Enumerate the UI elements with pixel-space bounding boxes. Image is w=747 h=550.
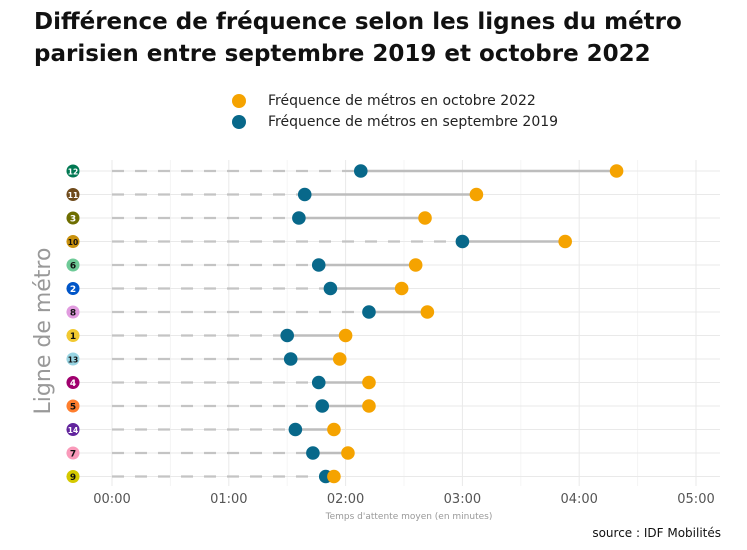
x-axis-title: Temps d'attente moyen (en minutes) (325, 512, 493, 522)
x-tick-label-02:00: 02:00 (327, 492, 364, 507)
metro-badge-label-6: 6 (70, 261, 76, 271)
x-tick-label-03:00: 03:00 (444, 492, 481, 507)
point-oct2022-line-4 (362, 375, 376, 390)
metro-badge-line-13 (66, 352, 80, 366)
x-tick-label-04:00: 04:00 (560, 492, 597, 507)
metro-badge-line-14 (66, 423, 80, 436)
metro-badge-line-11 (66, 188, 80, 201)
metro-badge-line-2 (66, 282, 80, 295)
point-sep2019-line-12 (353, 164, 368, 178)
metro-badge-line-9 (66, 470, 80, 483)
legend-label-october-2022: Fréquence de métros en octobre 2022 (268, 92, 536, 109)
point-sep2019-line-3 (292, 211, 306, 225)
point-oct2022-line-13 (332, 352, 347, 366)
chart-title-line1: Différence de fréquence selon les lignes… (34, 9, 682, 35)
point-oct2022-line-2 (394, 281, 409, 296)
point-sep2019-line-4 (311, 375, 326, 390)
point-sep2019-line-5 (315, 399, 330, 413)
point-sep2019-line-14 (288, 422, 303, 437)
y-axis-title: Ligne de métro (31, 248, 56, 415)
legend-dot-october-2022 (232, 93, 246, 108)
point-oct2022-line-14 (327, 422, 341, 437)
legend-item-september-2019: Fréquence de métros en septembre 2019 (232, 111, 558, 132)
point-sep2019-line-1 (280, 328, 295, 343)
x-tick-label-00:00: 00:00 (93, 492, 130, 507)
metro-badge-label-9: 9 (70, 473, 76, 483)
x-tick-label-01:00: 01:00 (210, 492, 247, 507)
metro-badge-label-2: 2 (70, 285, 76, 295)
metro-badge-label-12: 12 (68, 167, 78, 176)
legend-item-october-2022: Fréquence de métros en octobre 2022 (232, 90, 558, 111)
point-oct2022-line-7 (341, 446, 355, 460)
chart-title: Différence de fréquence selon les lignes… (34, 6, 734, 70)
point-oct2022-line-9 (327, 469, 341, 484)
point-oct2022-line-8 (420, 305, 435, 319)
metro-badge-line-6 (66, 258, 80, 272)
point-oct2022-line-12 (609, 164, 624, 178)
chart-title-line2: parisien entre septembre 2019 et octobre… (34, 41, 651, 67)
metro-badge-label-7: 7 (70, 449, 76, 459)
point-oct2022-line-11 (469, 187, 484, 202)
metro-badge-line-3 (66, 211, 80, 225)
source-note: source : IDF Mobilités (592, 526, 721, 540)
metro-badge-label-14: 14 (68, 426, 78, 435)
point-oct2022-line-1 (338, 328, 353, 343)
metro-badge-label-3: 3 (70, 214, 76, 224)
point-sep2019-line-2 (323, 281, 338, 296)
legend-dot-september-2019 (232, 114, 246, 129)
point-oct2022-line-10 (558, 234, 572, 249)
metro-badge-label-1: 1 (70, 332, 76, 342)
point-sep2019-line-6 (311, 258, 326, 272)
point-oct2022-line-5 (362, 399, 376, 413)
point-sep2019-line-8 (362, 305, 376, 319)
metro-badge-label-13: 13 (68, 355, 78, 364)
metro-badge-label-11: 11 (68, 191, 78, 200)
x-tick-label-05:00: 05:00 (677, 492, 714, 507)
point-oct2022-line-3 (418, 211, 432, 225)
metro-badge-line-12 (66, 164, 80, 178)
metro-badge-line-8 (66, 305, 80, 319)
metro-badge-label-5: 5 (70, 402, 76, 412)
point-oct2022-line-6 (408, 258, 423, 272)
metro-badge-line-4 (66, 376, 80, 389)
metro-badge-line-10 (66, 235, 80, 248)
metro-badge-label-10: 10 (68, 238, 78, 247)
metro-badge-label-8: 8 (70, 308, 76, 318)
legend-label-september-2019: Fréquence de métros en septembre 2019 (268, 113, 559, 130)
point-sep2019-line-11 (297, 187, 312, 202)
point-sep2019-line-7 (306, 446, 320, 460)
legend: Fréquence de métros en octobre 2022 Fréq… (232, 90, 558, 132)
metro-badge-label-4: 4 (70, 379, 76, 389)
metro-badge-line-1 (66, 329, 80, 342)
point-sep2019-line-10 (455, 234, 470, 249)
point-sep2019-line-13 (283, 352, 298, 366)
metro-badge-line-7 (66, 446, 80, 460)
metro-badge-line-5 (66, 399, 80, 413)
